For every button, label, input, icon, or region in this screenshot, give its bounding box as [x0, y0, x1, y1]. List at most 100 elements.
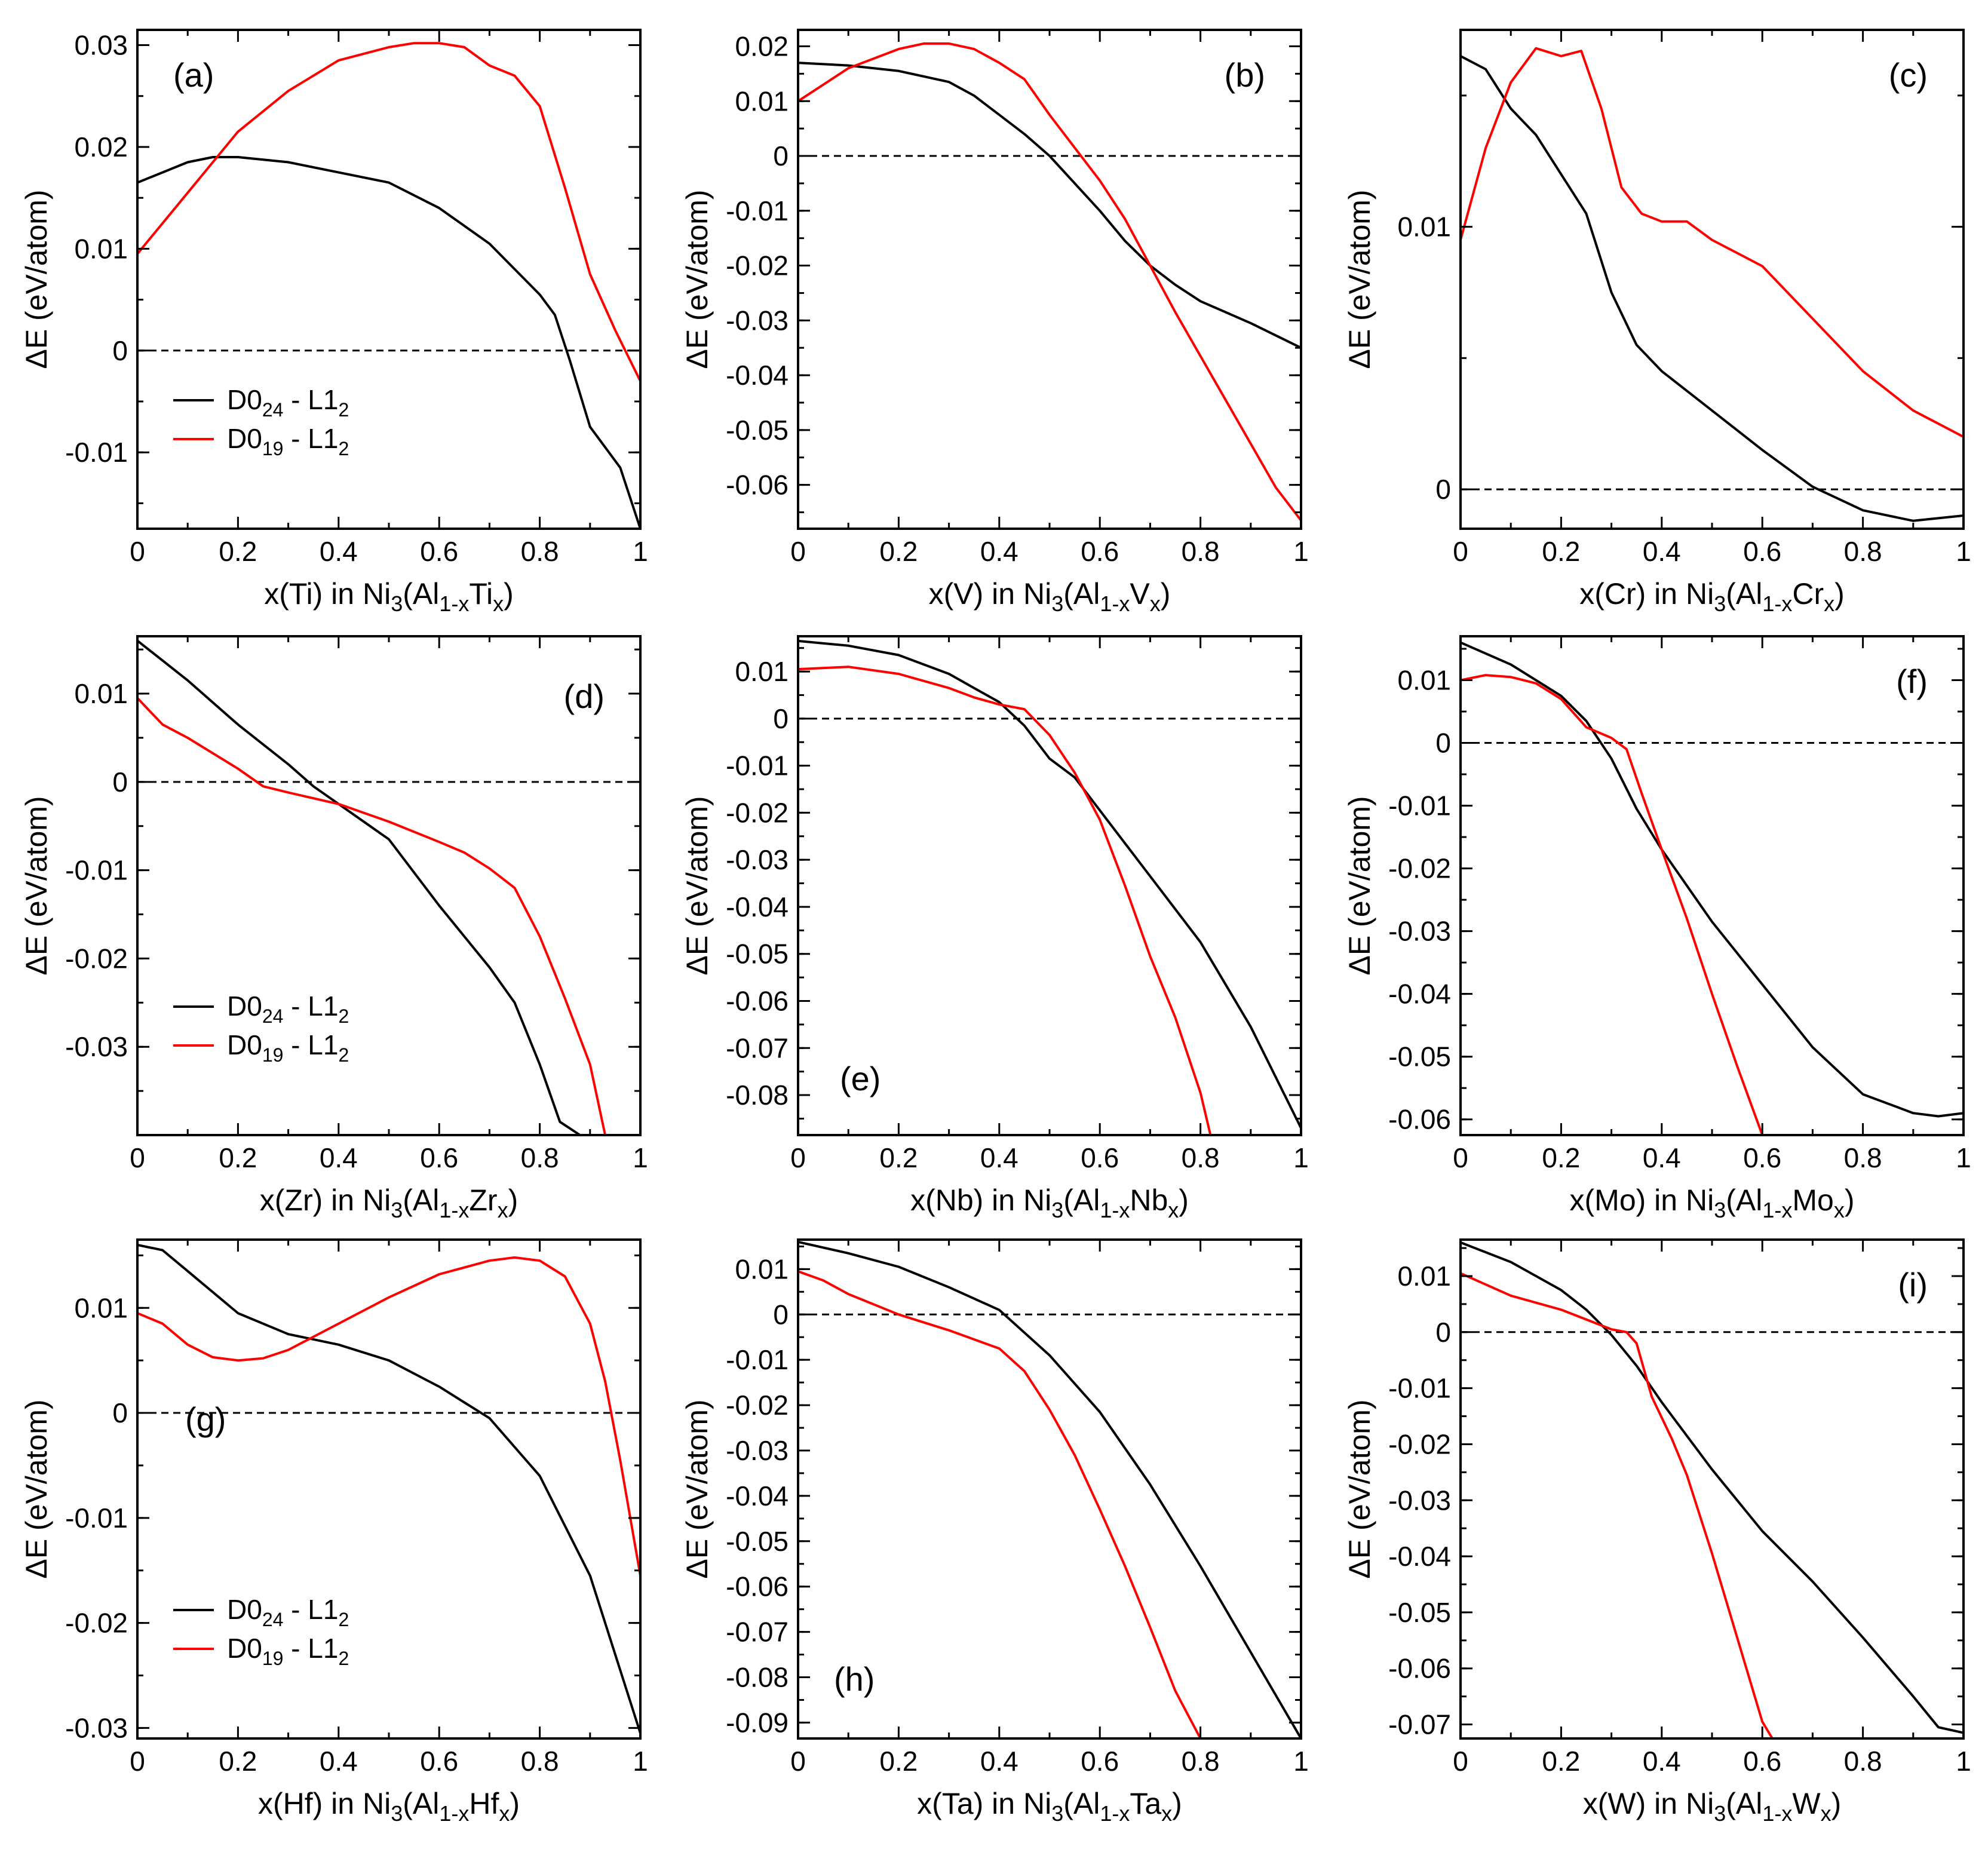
y-tick-label: -0.02: [65, 1608, 128, 1639]
x-tick-label: 0.2: [879, 1746, 918, 1777]
series-group: [1461, 641, 1964, 1135]
legend-subscript: 19: [262, 1648, 284, 1669]
y-tick-label: 0.01: [1397, 211, 1451, 243]
legend-subscript: 2: [338, 1005, 349, 1027]
x-tick-label: 0.8: [521, 536, 559, 567]
x-axis-label-subscript: 1-x: [1762, 591, 1792, 616]
x-axis-label-part: x(Mo) in Ni: [1570, 1183, 1714, 1217]
y-tick-label: -0.06: [726, 985, 789, 1016]
y-tick-label: -0.01: [65, 855, 128, 886]
x-tick-label: 0.4: [320, 1142, 358, 1173]
panel-hf: 0 0.2 0.4 0.6 0.8 1 -0.03 -0.02 -0.01 0 0.01 ΔE (eV…: [20, 1238, 648, 1826]
x-axis-label-part: x(Ta) in Ni: [917, 1787, 1051, 1820]
x-axis-label-part: (Al: [403, 1183, 439, 1217]
panel-label: (e): [840, 1060, 881, 1097]
y-tick-label: -0.04: [1388, 1541, 1451, 1572]
x-tick-label: 0.2: [219, 536, 257, 567]
panel-ti: 0 0.2 0.4 0.6 0.8 1 -0.01 0 0.01 0.02 0.03 ΔE (eV/a…: [20, 29, 648, 616]
y-tick-label: -0.05: [726, 1526, 789, 1557]
x-axis-label-subscript: x: [1150, 591, 1161, 616]
y-tick-label: -0.03: [1388, 916, 1451, 947]
x-tick-label: 0.4: [320, 536, 358, 567]
x-axis-label-part: x(Hf) in Ni: [258, 1787, 391, 1820]
x-tick-label: 0: [1453, 536, 1468, 567]
x-tick-label: 0.8: [1844, 536, 1882, 567]
series-group: [798, 42, 1301, 522]
series-d024-line: [1461, 1241, 1964, 1734]
x-tick-label: 0.2: [1542, 536, 1580, 567]
x-tick-label: 0.6: [1743, 1746, 1781, 1777]
series-d024-line: [798, 62, 1301, 349]
x-tick-label: 0: [130, 536, 145, 567]
x-tick-label: 0.2: [219, 1142, 257, 1173]
legend-subscript: 24: [262, 1609, 284, 1630]
panel-cr: 0 0.2 0.4 0.6 0.8 1 0 0.01 ΔE (eV/atom) x(Cr) in …: [1343, 29, 1971, 616]
y-tick-label: -0.07: [1388, 1709, 1451, 1740]
legend-subscript: 19: [262, 438, 284, 459]
y-tick-label: -0.05: [726, 939, 789, 970]
y-tick-label: 0: [773, 1299, 789, 1330]
y-tick-label: -0.04: [726, 360, 789, 391]
y-tick-label: 0.02: [735, 31, 789, 62]
x-axis-label-part: x(Zr) in Ni: [260, 1183, 391, 1217]
legend-entry-d019: D019 - L12: [227, 1029, 349, 1066]
x-axis-label-part: Ti: [469, 577, 493, 611]
x-tick-label: 0.2: [1542, 1746, 1580, 1777]
x-axis-label-subscript: 3: [391, 1198, 403, 1222]
y-tick-label: 0: [1435, 728, 1451, 759]
y-tick-label: 0.01: [74, 1292, 128, 1323]
y-axis-label: ΔE (eV/atom): [680, 189, 714, 369]
x-axis-label-part: Hf: [469, 1787, 499, 1820]
x-axis-label-subscript: x: [1824, 591, 1834, 616]
panel-label: (i): [1898, 1266, 1928, 1304]
y-axis-label: ΔE (eV/atom): [1343, 189, 1376, 369]
x-tick-label: 1: [1956, 1746, 1971, 1777]
x-tick-label: 0.4: [1643, 1746, 1681, 1777]
x-tick-label: 0.8: [1182, 536, 1220, 567]
series-d019-line: [798, 1270, 1202, 1738]
x-tick-label: 0.2: [879, 536, 918, 567]
series-d019-line: [1461, 47, 1964, 439]
series-d019-line: [1461, 1272, 1774, 1738]
x-axis-label-subscript: 3: [1714, 591, 1726, 616]
x-axis-label-subscript: 3: [391, 591, 403, 616]
x-axis-label-part: ): [1179, 1183, 1189, 1217]
x-tick-label: 0.2: [879, 1142, 918, 1173]
x-tick-label: 1: [633, 536, 648, 567]
x-tick-label: 0: [130, 1142, 145, 1173]
series-d019-line: [137, 697, 607, 1135]
y-tick-label: -0.06: [1388, 1104, 1451, 1135]
series-d024-line: [137, 1243, 640, 1735]
series-group: [137, 42, 640, 529]
x-tick-label: 0: [790, 536, 806, 567]
x-axis-label-subscript: x: [499, 1801, 510, 1826]
panel-label: (b): [1225, 56, 1265, 94]
series-d024-line: [137, 156, 640, 529]
y-tick-label: 0: [1435, 1317, 1451, 1348]
plot-frame: [1459, 1238, 1965, 1740]
y-tick-label: -0.06: [726, 470, 789, 501]
x-tick-label: 0: [1453, 1746, 1468, 1777]
y-tick-label: -0.01: [726, 195, 789, 226]
series-d024-line: [137, 639, 581, 1135]
y-tick-label: 0.01: [735, 656, 789, 687]
y-axis-label: ΔE (eV/atom): [680, 796, 714, 975]
y-tick-label: 0.01: [735, 85, 789, 116]
plot-frame: [797, 29, 1302, 530]
y-axis-label: ΔE (eV/atom): [680, 1399, 714, 1578]
x-tick-label: 0.4: [1643, 1142, 1681, 1173]
y-tick-label: -0.08: [726, 1662, 789, 1693]
y-tick-label: -0.01: [1388, 790, 1451, 821]
x-axis-label: x(Hf) in Ni3(Al1-xHfx): [258, 1787, 520, 1826]
x-axis-label: x(Zr) in Ni3(Al1-xZrx): [260, 1183, 518, 1222]
y-tick-label: 0: [773, 140, 789, 171]
x-axis-label-subscript: 1-x: [1100, 1198, 1130, 1222]
series-d019-line: [137, 1256, 640, 1577]
x-axis-label-subscript: 1-x: [1762, 1801, 1792, 1826]
legend-subscript: 2: [338, 1044, 349, 1066]
x-axis-label-part: (Al: [1726, 1787, 1762, 1820]
x-tick-label: 1: [633, 1142, 648, 1173]
y-tick-label: 0.01: [74, 678, 128, 709]
